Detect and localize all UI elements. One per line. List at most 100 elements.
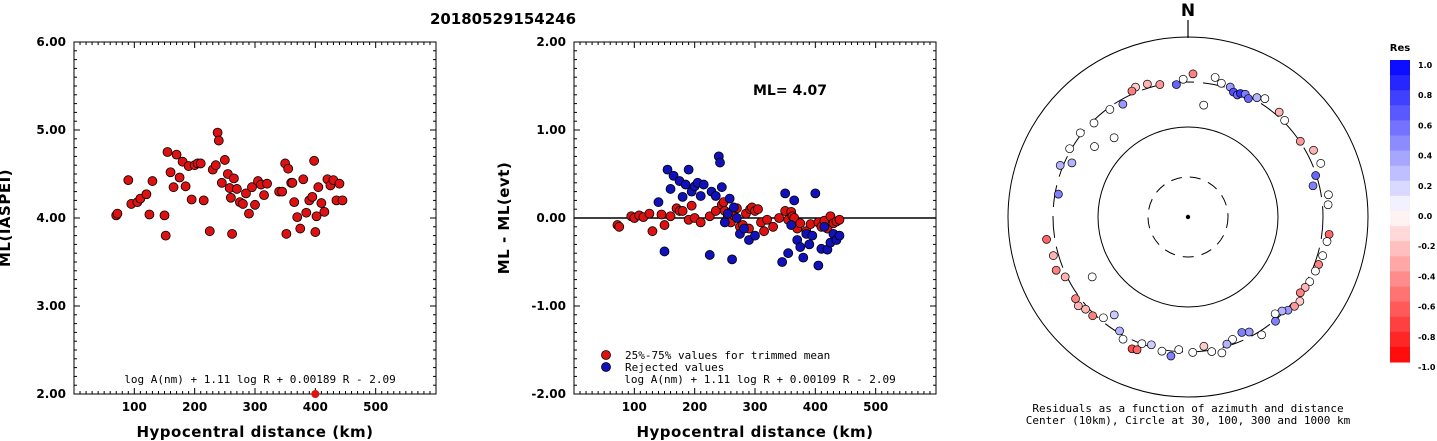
data-point	[228, 173, 239, 184]
caption-line-1: Residuals as a function of azimuth and d…	[1032, 402, 1343, 415]
station-point	[1244, 94, 1253, 103]
data-point	[307, 191, 318, 202]
station-point	[1309, 145, 1318, 155]
data-point	[144, 209, 155, 220]
data-point	[659, 246, 670, 257]
data-points	[612, 151, 845, 271]
data-point	[186, 194, 197, 205]
station-point	[1109, 310, 1119, 320]
legend: 25%-75% values for trimmed mean Rejected…	[601, 349, 830, 374]
station-point	[1087, 272, 1097, 282]
data-point	[777, 257, 788, 267]
station-point	[1174, 345, 1184, 354]
station-point	[1222, 339, 1232, 349]
station-point	[1081, 304, 1090, 314]
station-point	[1274, 107, 1284, 117]
colorbar-tick-label: 0.6	[1418, 121, 1433, 130]
data-point	[795, 242, 806, 252]
colorbar-cell	[1390, 211, 1410, 227]
ml-annotation: ML= 4.07	[753, 83, 827, 99]
x-tick-label: 100	[122, 400, 147, 414]
station-point	[1132, 345, 1142, 355]
colorbar: Res 1.0 0.8 0.6 0.4 0.2 0.0 -0.2 -0.4 -0.6 -0.8 -1…	[1390, 43, 1436, 372]
colorbar-tick-label: -1.0	[1418, 363, 1436, 372]
station-point	[1172, 80, 1181, 89]
data-point	[283, 163, 294, 174]
data-point	[677, 206, 688, 216]
data-point	[311, 211, 322, 222]
station-point	[1054, 189, 1063, 199]
colorbar-cell	[1390, 286, 1410, 303]
center-point	[1185, 214, 1191, 220]
data-point	[213, 135, 224, 146]
station-point	[1280, 116, 1289, 125]
data-point	[683, 164, 694, 175]
ml-residual-panel: 100 200 300 400 500 -2.00 -1.00 0.00 1.00 2.00 ML…	[495, 35, 937, 441]
data-point	[298, 174, 309, 185]
x-axis-label: Hypocentral distance (km)	[136, 423, 373, 441]
x-tick-label: 400	[803, 400, 828, 414]
station-point	[1090, 142, 1099, 151]
data-point	[165, 167, 176, 178]
data-point	[295, 223, 306, 234]
station-point	[1237, 328, 1247, 337]
data-point	[834, 230, 845, 241]
colorbar-cell	[1390, 75, 1410, 91]
data-point	[337, 195, 348, 206]
data-point	[724, 193, 735, 204]
colorbar-ticks: 1.0 0.8 0.6 0.4 0.2 0.0 -0.2 -0.4 -0.6 -0.8 -1.0	[1418, 61, 1436, 372]
data-point	[277, 186, 288, 197]
data-point	[309, 155, 320, 166]
data-point	[644, 208, 655, 219]
station-point	[1105, 105, 1115, 114]
figure-title: 20180529154246	[430, 10, 576, 28]
data-point	[704, 250, 715, 260]
data-point	[334, 178, 345, 189]
colorbar-cells	[1390, 60, 1410, 363]
legend-label-trimmed: 25%-75% values for trimmed mean	[625, 349, 830, 362]
data-point	[247, 182, 257, 193]
data-point	[686, 200, 697, 211]
colorbar-cell	[1390, 271, 1410, 287]
y-tick-label: -2.00	[531, 387, 566, 401]
data-point	[656, 209, 667, 220]
station-point	[1060, 272, 1070, 282]
data-point	[147, 176, 158, 186]
y-tick-label: 6.00	[36, 35, 66, 49]
data-point	[780, 188, 791, 199]
legend-label-rejected: Rejected values	[625, 361, 724, 374]
station-point	[1199, 100, 1209, 110]
colorbar-cell	[1390, 165, 1410, 182]
colorbar-cell	[1390, 135, 1410, 152]
data-point	[238, 199, 248, 209]
data-point	[722, 208, 733, 219]
data-point	[216, 177, 227, 188]
data-point	[798, 252, 809, 263]
data-point	[281, 228, 292, 239]
station-point	[1323, 200, 1333, 210]
x-tick-label: 300	[242, 400, 267, 414]
y-tick-label: 2.00	[536, 35, 566, 49]
station-point	[1311, 266, 1320, 276]
plot-frame	[73, 41, 437, 395]
colorbar-cell	[1390, 346, 1410, 363]
colorbar-cell	[1390, 180, 1410, 197]
station-point	[1118, 99, 1128, 109]
polar-residual-panel: N Residuals as a function of azimuth and…	[1007, 1, 1369, 427]
data-point	[804, 239, 815, 250]
colorbar-cell	[1390, 105, 1410, 121]
station-point	[1295, 296, 1305, 306]
station-point	[1318, 251, 1327, 260]
station-point	[1324, 190, 1333, 200]
station-point	[1228, 335, 1237, 344]
ml-iaspei-panel: 100 200 300 400 500 2.00 3.00 4.00 5.00 6.00 ML(I…	[0, 35, 437, 441]
data-point	[112, 208, 123, 219]
station-point	[1089, 118, 1099, 128]
data-point	[160, 230, 171, 241]
data-point	[728, 202, 739, 213]
data-point	[259, 190, 269, 201]
station-point	[1099, 313, 1108, 323]
axis-ticks: 100 200 300 400 500 -2.00 -1.00 0.00 1.00 2.00	[531, 35, 937, 414]
station-point	[1118, 334, 1128, 344]
station-point	[1210, 73, 1220, 82]
